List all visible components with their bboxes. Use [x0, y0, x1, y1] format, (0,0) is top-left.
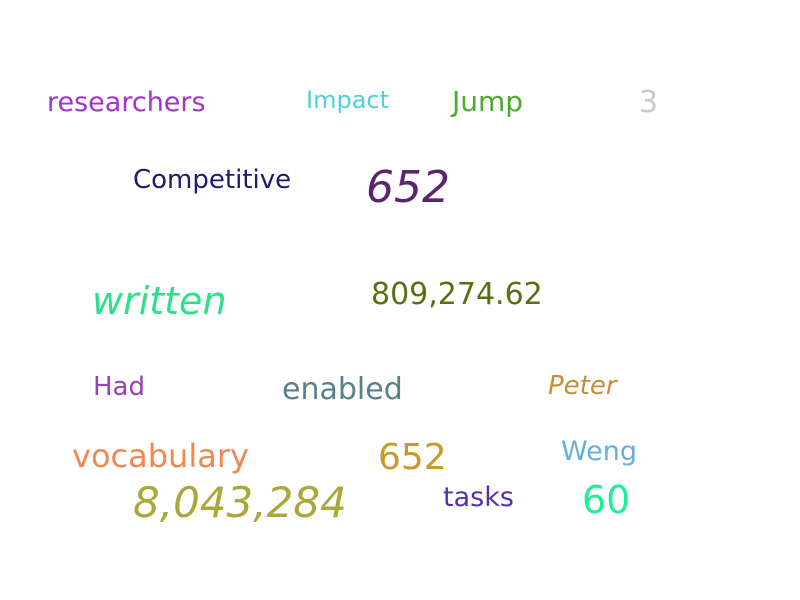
word-had: Had [93, 372, 145, 402]
word-652-large: 652 [366, 162, 450, 213]
word-weng: Weng [561, 436, 637, 467]
word-3: 3 [639, 85, 659, 120]
word-60: 60 [582, 478, 631, 522]
word-researchers: researchers [47, 87, 206, 118]
word-vocabulary: vocabulary [72, 437, 249, 475]
word-652-small: 652 [378, 437, 447, 478]
word-peter: Peter [548, 371, 617, 401]
word-tasks: tasks [443, 482, 514, 513]
word-competitive: Competitive [133, 165, 292, 195]
word-8043284: 8,043,284 [133, 478, 347, 527]
word-impact: Impact [306, 86, 390, 114]
word-jump: Jump [452, 85, 524, 118]
word-809274: 809,274.62 [371, 277, 543, 312]
word-written: written [92, 279, 227, 323]
word-enabled: enabled [282, 372, 403, 407]
